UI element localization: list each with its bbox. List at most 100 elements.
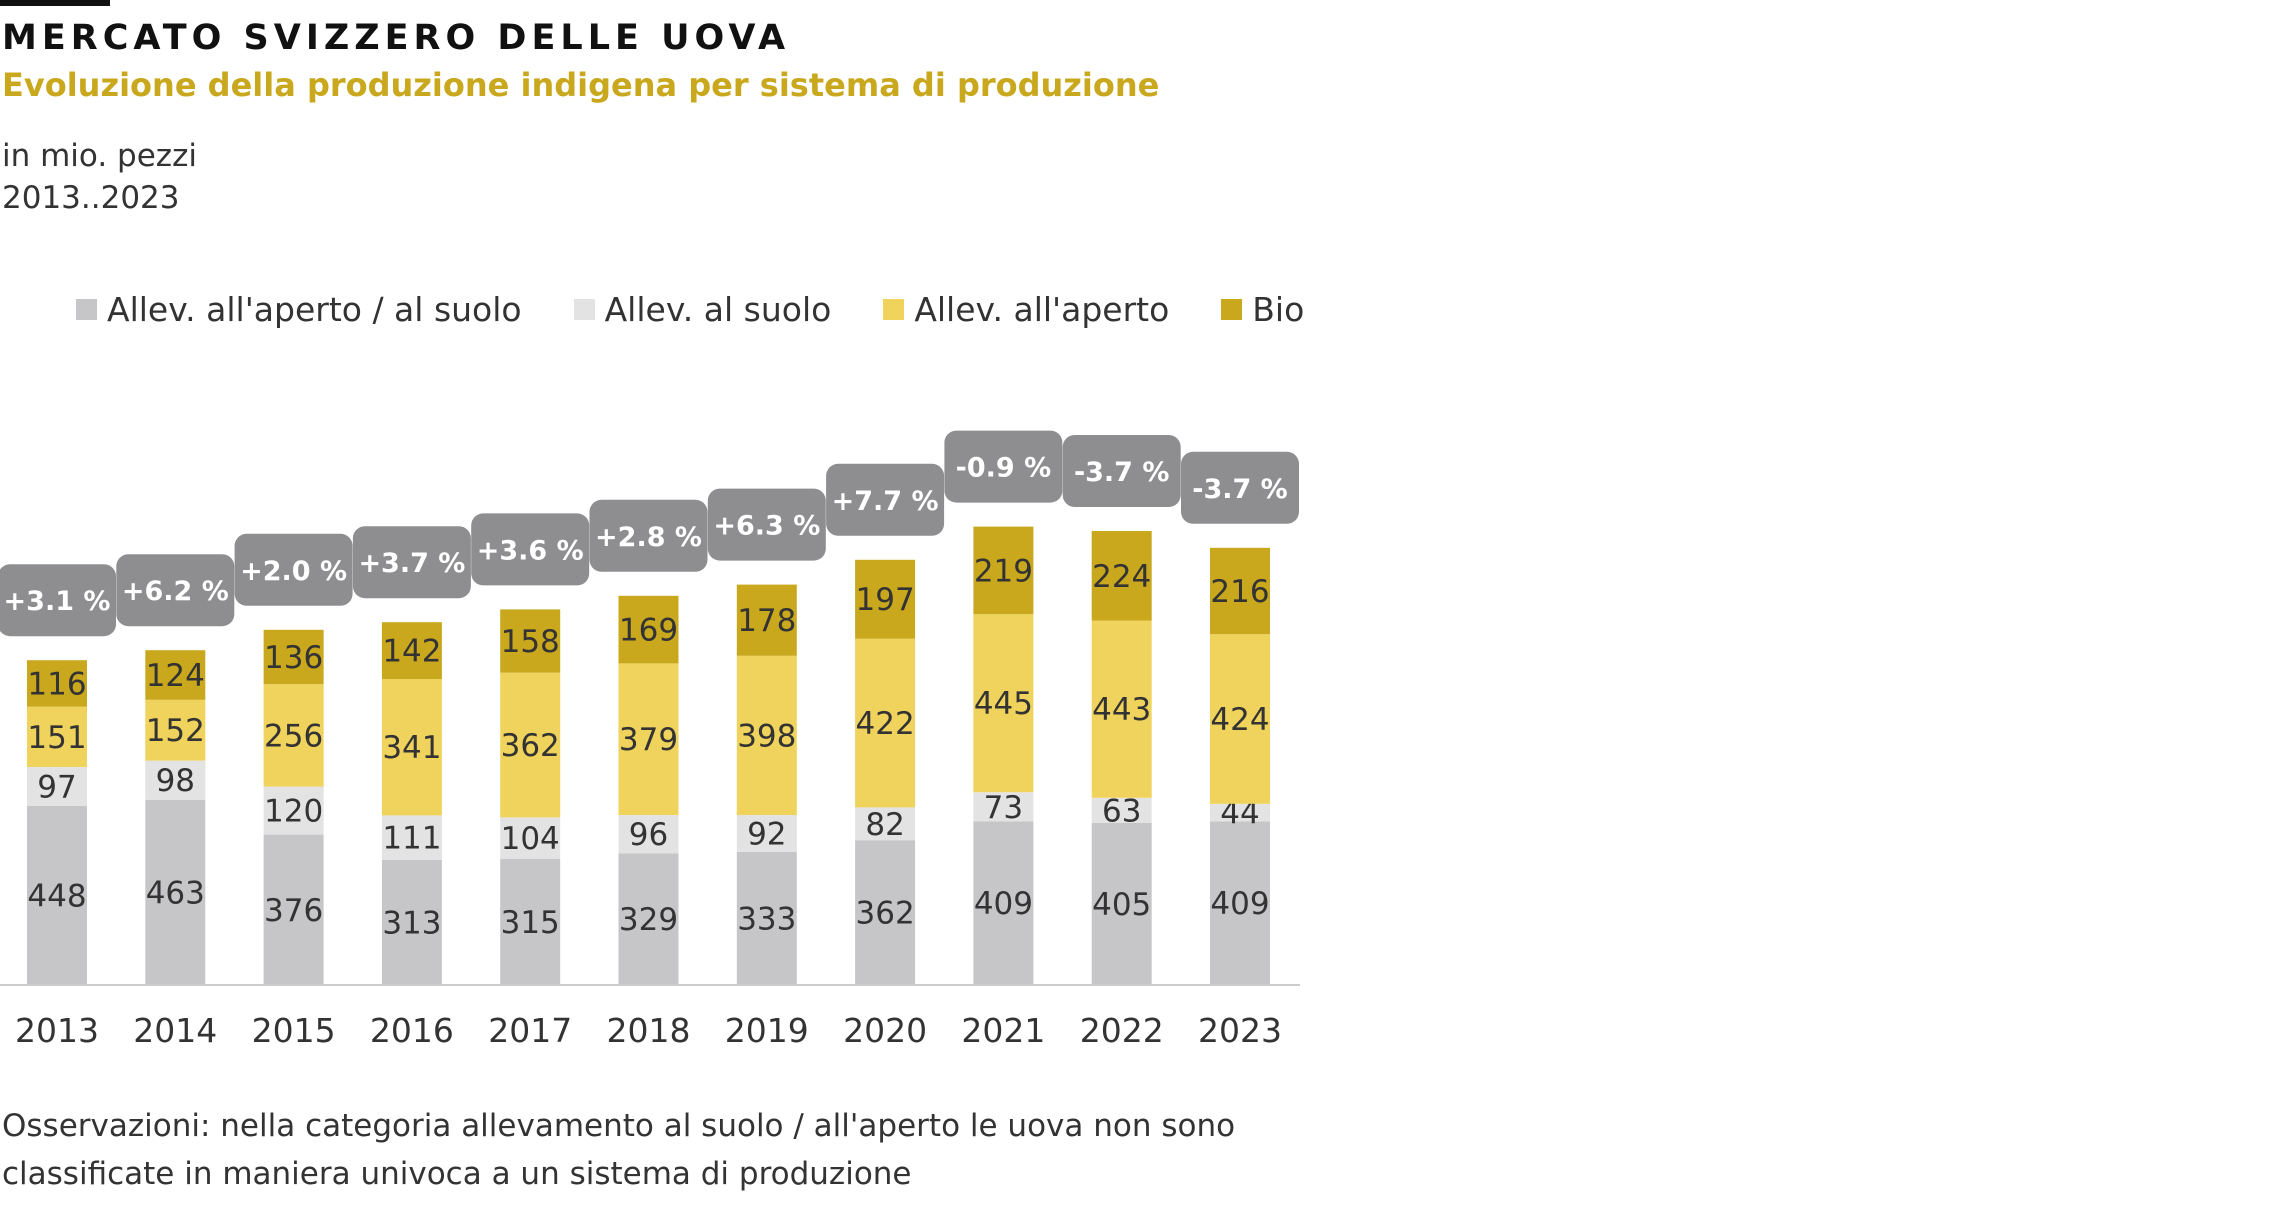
bar-segment-2022-0 bbox=[1091, 823, 1152, 985]
bar-segment-2016-1 bbox=[381, 815, 442, 860]
change-badge-2023 bbox=[1181, 451, 1299, 524]
segment-label-2018-0: 329 bbox=[619, 902, 678, 938]
unit-label: in mio. pezzi bbox=[2, 138, 197, 174]
change-badge-2013 bbox=[0, 564, 116, 637]
bar-segment-2020-3 bbox=[855, 559, 916, 639]
top-rule bbox=[0, 0, 110, 6]
change-badge-label-2019: +6.3 % bbox=[713, 511, 820, 542]
segment-label-2023-0: 409 bbox=[1210, 886, 1269, 922]
x-tick-label-2016: 2016 bbox=[370, 1011, 454, 1050]
segment-label-2020-0: 362 bbox=[856, 896, 915, 932]
bar-segment-2015-1 bbox=[263, 786, 324, 835]
footnote-line-1: Osservazioni: nella categoria allevament… bbox=[2, 1108, 1236, 1144]
segment-label-2013-1: 97 bbox=[37, 769, 76, 805]
segment-label-2015-2: 256 bbox=[264, 718, 323, 754]
x-tick-label-2015: 2015 bbox=[252, 1011, 336, 1050]
chart-title: MERCATO SVIZZERO DELLE UOVA bbox=[2, 18, 791, 58]
bar-segment-2020-1 bbox=[855, 807, 916, 841]
segment-label-2016-0: 313 bbox=[382, 905, 441, 941]
change-badge-2021 bbox=[944, 430, 1063, 503]
segment-label-2019-2: 398 bbox=[737, 718, 796, 754]
segment-label-2023-3: 216 bbox=[1210, 574, 1269, 610]
segment-label-2017-1: 104 bbox=[501, 821, 560, 857]
bar-segment-2020-0 bbox=[855, 840, 916, 985]
change-badge-label-2013: +3.1 % bbox=[4, 586, 111, 617]
bar-segment-2023-2 bbox=[1210, 634, 1270, 804]
legend-label-allev-aperto-suolo: Allev. all'aperto / al suolo bbox=[107, 290, 522, 329]
bar-segment-2013-3 bbox=[27, 660, 87, 707]
segment-label-2017-3: 158 bbox=[501, 624, 560, 660]
segment-label-2021-0: 409 bbox=[974, 886, 1033, 922]
legend-item-bio: Bio bbox=[1221, 290, 1304, 329]
bar-segment-2016-0 bbox=[381, 859, 442, 985]
x-tick-label-2014: 2014 bbox=[133, 1011, 217, 1050]
legend-swatch-allev-aperto bbox=[883, 299, 905, 320]
segment-label-2020-1: 82 bbox=[865, 807, 904, 843]
bar-segment-2021-1 bbox=[973, 792, 1034, 822]
segment-label-2016-3: 142 bbox=[382, 634, 441, 670]
bar-segment-2019-1 bbox=[736, 815, 797, 852]
segment-label-2019-0: 333 bbox=[737, 901, 796, 937]
change-badge-label-2017: +3.6 % bbox=[477, 535, 584, 566]
bar-segment-2017-0 bbox=[500, 859, 561, 985]
segment-label-2014-1: 98 bbox=[156, 763, 195, 799]
period-label: 2013..2023 bbox=[2, 180, 180, 216]
legend-label-allev-suolo: Allev. al suolo bbox=[604, 290, 832, 329]
change-badge-2018 bbox=[589, 499, 708, 572]
legend-item-allev-suolo: Allev. al suolo bbox=[573, 290, 832, 329]
segment-label-2013-2: 151 bbox=[27, 720, 86, 756]
segment-label-2014-0: 463 bbox=[146, 875, 205, 911]
x-tick-label-2021: 2021 bbox=[961, 1011, 1045, 1050]
bar-segment-2023-3 bbox=[1210, 547, 1270, 635]
x-tick-label-2013: 2013 bbox=[15, 1011, 99, 1050]
segment-label-2022-1: 63 bbox=[1102, 793, 1141, 829]
bar-segment-2014-1 bbox=[145, 760, 206, 800]
x-tick-label-2017: 2017 bbox=[488, 1011, 572, 1050]
legend: Allev. all'aperto / al suolo Allev. al s… bbox=[76, 290, 1356, 329]
bar-segment-2014-2 bbox=[145, 699, 206, 761]
segment-label-2018-2: 379 bbox=[619, 722, 678, 758]
change-badge-label-2023: -3.7 % bbox=[1192, 474, 1288, 505]
bar-segment-2017-2 bbox=[500, 672, 561, 818]
change-badge-label-2018: +2.8 % bbox=[595, 522, 702, 553]
change-badge-2022 bbox=[1062, 435, 1181, 507]
segment-label-2018-1: 96 bbox=[629, 817, 668, 853]
change-badge-2020 bbox=[826, 463, 945, 536]
bar-segment-2023-1 bbox=[1210, 803, 1270, 822]
legend-label-allev-aperto: Allev. all'aperto bbox=[914, 290, 1170, 329]
x-tick-label-2020: 2020 bbox=[843, 1011, 927, 1050]
bar-segment-2018-1 bbox=[618, 815, 679, 854]
segment-label-2014-2: 152 bbox=[146, 713, 205, 749]
segment-label-2020-2: 422 bbox=[856, 706, 915, 742]
x-tick-label-2023: 2023 bbox=[1198, 1011, 1282, 1050]
bar-segment-2018-3 bbox=[618, 595, 679, 664]
segment-label-2023-2: 424 bbox=[1210, 702, 1269, 738]
bar-segment-2019-0 bbox=[736, 851, 797, 985]
segment-label-2017-0: 315 bbox=[501, 905, 560, 941]
change-badge-label-2021: -0.9 % bbox=[956, 453, 1052, 484]
bar-segment-2016-2 bbox=[381, 679, 442, 816]
change-badge-2017 bbox=[471, 513, 590, 586]
segment-label-2022-2: 443 bbox=[1092, 692, 1151, 728]
legend-swatch-allev-aperto-suolo bbox=[76, 299, 97, 320]
segment-label-2016-2: 341 bbox=[382, 730, 441, 766]
legend-item-allev-aperto: Allev. all'aperto bbox=[883, 290, 1169, 329]
segment-label-2021-2: 445 bbox=[974, 686, 1033, 722]
segment-label-2017-2: 362 bbox=[501, 728, 560, 764]
change-badge-2014 bbox=[116, 554, 235, 627]
bar-segment-2017-3 bbox=[500, 609, 561, 673]
segment-label-2019-3: 178 bbox=[737, 603, 796, 639]
segment-label-2015-1: 120 bbox=[264, 794, 323, 830]
segment-label-2022-3: 224 bbox=[1092, 559, 1151, 595]
bar-segment-2021-2 bbox=[973, 614, 1034, 793]
segment-label-2021-1: 73 bbox=[984, 790, 1023, 826]
bar-segment-2023-0 bbox=[1210, 821, 1270, 985]
change-badge-label-2016: +3.7 % bbox=[358, 548, 465, 579]
bar-segment-2018-2 bbox=[618, 663, 679, 815]
segment-label-2015-0: 376 bbox=[264, 893, 323, 929]
segment-label-2013-3: 116 bbox=[27, 666, 86, 702]
change-badge-2016 bbox=[352, 526, 471, 599]
legend-swatch-bio bbox=[1221, 299, 1243, 320]
bar-segment-2017-1 bbox=[500, 817, 561, 859]
